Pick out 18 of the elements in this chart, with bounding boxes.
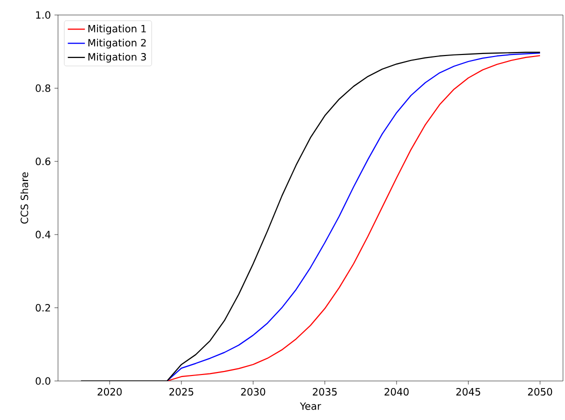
legend-label: Mitigation 2 bbox=[88, 38, 146, 48]
x-tick-label: 2045 bbox=[456, 388, 480, 396]
x-tick-label: 2050 bbox=[528, 388, 552, 396]
x-tick-label: 2030 bbox=[241, 388, 266, 396]
legend-label: Mitigation 3 bbox=[88, 52, 146, 63]
x-axis-title: Year bbox=[300, 402, 322, 410]
x-tick-label: 2025 bbox=[169, 388, 194, 396]
y-axis-title: CCS Share bbox=[20, 172, 28, 224]
x-tick-label: 2035 bbox=[312, 388, 337, 396]
x-tick-label: 2040 bbox=[384, 388, 409, 396]
x-tick-label: 2020 bbox=[98, 388, 122, 396]
y-tick-label: 0.0 bbox=[36, 377, 50, 385]
y-tick-label: 0.8 bbox=[36, 84, 50, 92]
y-tick-label: 0.2 bbox=[36, 304, 50, 312]
y-tick-label: 0.4 bbox=[36, 230, 50, 238]
legend-label: Mitigation 1 bbox=[88, 24, 146, 34]
y-tick-label: 0.6 bbox=[36, 158, 50, 166]
y-tick-label: 1.0 bbox=[36, 11, 50, 19]
